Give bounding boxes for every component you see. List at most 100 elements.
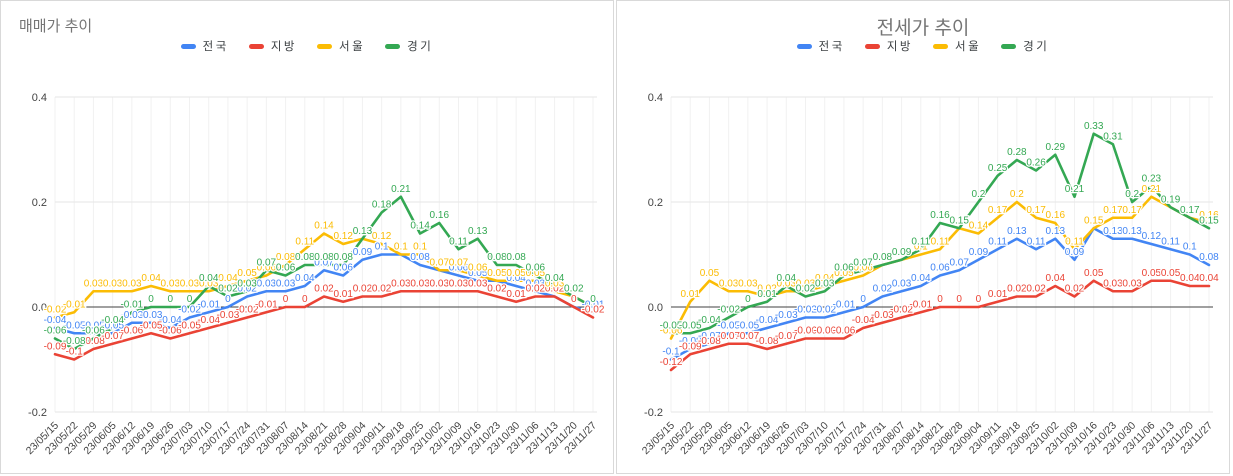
data-label: -0.01 — [63, 299, 86, 310]
y-axis-tick-label: -0.2 — [644, 407, 663, 419]
legend-label-regional: 지방 — [270, 41, 297, 53]
data-label: -0.07 — [717, 331, 740, 342]
data-labels-gyeonggi: -0.05-0.05-0.04-0.020 0.010.040.02 0.030.0… — [658, 120, 1220, 333]
data-label: -0.09 — [679, 341, 702, 352]
data-label: 0.19 — [1161, 194, 1181, 205]
data-label: 0.06 — [333, 263, 353, 274]
data-label: 0.08 — [487, 252, 507, 263]
data-label: 0.09 — [892, 247, 912, 258]
data-label: 0.02 — [487, 284, 507, 295]
data-label: 0.09 — [1065, 247, 1085, 258]
data-label: -0.06 — [159, 326, 182, 337]
data-label: -0.06 — [813, 326, 836, 337]
data-label: -0.08 — [698, 336, 721, 347]
data-label: 0.04 — [295, 273, 315, 284]
data-label: -0.01 — [582, 299, 605, 310]
data-labels-regional: -0.09 -0.1-0.08-0.07-0.06-0.05-0.06-0.05-… — [42, 277, 606, 359]
data-label: 0.02 — [757, 284, 777, 295]
jeonse-price-chart[interactable]: 0.4 0.2 0.0 -0.223/05/1523/05/2223/05/2923/… — [617, 57, 1229, 473]
legend-item-nationwide[interactable]: 전국 — [180, 38, 229, 54]
data-label: 0.2 — [1125, 189, 1139, 200]
data-label: -0.03 — [775, 310, 798, 321]
data-label: 0.1 — [394, 242, 408, 253]
data-label: 0.05 — [526, 268, 546, 279]
horizontal-gridlines: 0.4 0.2 0.0 -0.2 — [28, 92, 597, 419]
data-label: 0.21 — [1065, 184, 1085, 195]
data-label: 0.21 — [391, 184, 411, 195]
legend-item-regional[interactable]: 지방 — [864, 38, 913, 54]
data-label: -0.05 — [178, 320, 201, 331]
legend-item-seoul[interactable]: 서울 — [317, 38, 365, 54]
data-label: 0 — [976, 294, 982, 305]
data-label: 0 — [860, 294, 866, 305]
data-label: 0.16 — [1199, 210, 1219, 221]
data-label: 0 — [283, 294, 289, 305]
data-label: 0.01 — [333, 289, 353, 300]
data-label: 0.04 — [199, 273, 219, 284]
data-label: -0.01 — [197, 299, 220, 310]
data-label: 0.08 — [410, 252, 430, 263]
data-label: 0.02 — [372, 284, 392, 295]
data-label: 0.05 — [487, 268, 507, 279]
data-label: 0.13 — [1103, 226, 1123, 237]
data-label: 0.03 — [1103, 278, 1123, 289]
legend-swatch-regional — [864, 43, 880, 49]
data-label: 0.12 — [1142, 231, 1162, 242]
data-label: 0.02 — [545, 284, 565, 295]
data-label: -0.05 — [101, 320, 124, 331]
data-label: 0.04 — [1046, 273, 1066, 284]
data-label: 0.14 — [410, 221, 430, 232]
data-label: 0.17 — [1103, 205, 1123, 216]
data-label: 0.04 — [911, 273, 931, 284]
data-label: 0.31 — [1103, 131, 1123, 142]
data-label: 0.03 — [815, 278, 835, 289]
data-label: 0.26 — [1026, 158, 1046, 169]
data-label: -0.04 — [159, 315, 182, 326]
data-label: -0.03 — [217, 310, 240, 321]
data-label: 0 — [302, 294, 308, 305]
data-label: 0.19 — [1161, 194, 1181, 205]
y-axis-tick-label: 0.2 — [32, 197, 47, 209]
data-label: 0.08 — [295, 252, 315, 263]
data-label: 0 — [148, 294, 154, 305]
sale-price-chart[interactable]: 0.4 0.2 0.0 -0.223/05/1523/05/2223/05/2923/… — [1, 57, 613, 473]
legend-swatch-nationwide — [796, 43, 812, 49]
legend-swatch-seoul — [317, 43, 332, 49]
data-label: 0.11 — [1161, 236, 1180, 247]
data-label: 0.01 — [988, 289, 1008, 300]
data-label: -0.04 — [698, 315, 721, 326]
data-label: -0.05 — [736, 320, 759, 331]
data-label: -0.06 — [794, 326, 817, 337]
sale-price-legend: 전국 지방 서울 경기 — [1, 35, 613, 57]
legend-item-regional[interactable]: 지방 — [248, 38, 297, 54]
data-label: 0.13 — [353, 226, 373, 237]
data-label: 0.29 — [1046, 142, 1066, 153]
legend-item-nationwide[interactable]: 전국 — [796, 38, 845, 54]
y-axis-tick-label: 0.0 — [32, 302, 47, 314]
data-label: 0.01 — [680, 289, 700, 300]
data-label: 0.23 — [1142, 173, 1162, 184]
data-label: 0.15 — [1084, 215, 1104, 226]
legend-item-seoul[interactable]: 서울 — [933, 38, 981, 54]
data-label: 0.12 — [372, 231, 392, 242]
x-axis-labels: 23/05/1523/05/2223/05/2923/06/0523/06/12… — [24, 420, 600, 458]
legend-item-gyeonggi[interactable]: 경기 — [1001, 38, 1049, 54]
data-label: 0.06 — [834, 263, 854, 274]
data-label: -0.04 — [852, 315, 875, 326]
data-label: 0.17 — [1180, 205, 1200, 216]
legend-item-gyeonggi[interactable]: 경기 — [385, 38, 433, 54]
data-label: 0.04 — [815, 273, 835, 284]
data-label: 0.06 — [526, 263, 546, 274]
data-label: 0.15 — [1199, 215, 1219, 226]
legend-swatch-gyeonggi — [1001, 43, 1017, 49]
data-label: 0.05 — [237, 268, 257, 279]
data-label: 0.03 — [257, 278, 277, 289]
data-label: 0.02 — [873, 284, 893, 295]
data-label: 0.05 — [1142, 268, 1162, 279]
data-label: 0.21 — [1142, 184, 1162, 195]
data-label: -0.05 — [679, 320, 702, 331]
sale-price-chart-title: 매매가 추이 — [19, 18, 93, 35]
legend-swatch-seoul — [933, 43, 948, 49]
data-label: 0.02 — [353, 284, 373, 295]
